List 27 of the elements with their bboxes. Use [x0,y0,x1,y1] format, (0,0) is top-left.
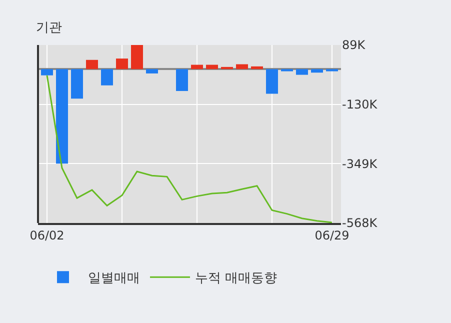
x-tick-label: 06/29 [314,228,350,242]
bar [311,69,323,73]
bar [131,45,143,70]
chart-title: 기관 [36,20,62,36]
bar [146,69,158,74]
bar [221,66,233,70]
bar [41,69,53,76]
y-tick-label: -130K [342,98,378,112]
y-tick-label: 89K [342,38,366,52]
bar [86,60,98,70]
bar [71,69,83,99]
y-tick-label: -568K [342,216,378,230]
bar [191,64,203,70]
bar [176,69,188,92]
bar [56,69,68,164]
bar [266,69,278,94]
y-tick-label: -349K [342,156,378,171]
bar [101,69,113,86]
bar [251,66,263,70]
legend-label: 일별매매 [88,271,140,286]
legend-label: 누적 매매동향 [195,271,278,286]
line-series [46,74,333,223]
bar [236,64,248,70]
bar [206,64,218,70]
bar [116,58,128,70]
bar [296,69,308,75]
x-tick-label: 06/02 [30,228,64,242]
